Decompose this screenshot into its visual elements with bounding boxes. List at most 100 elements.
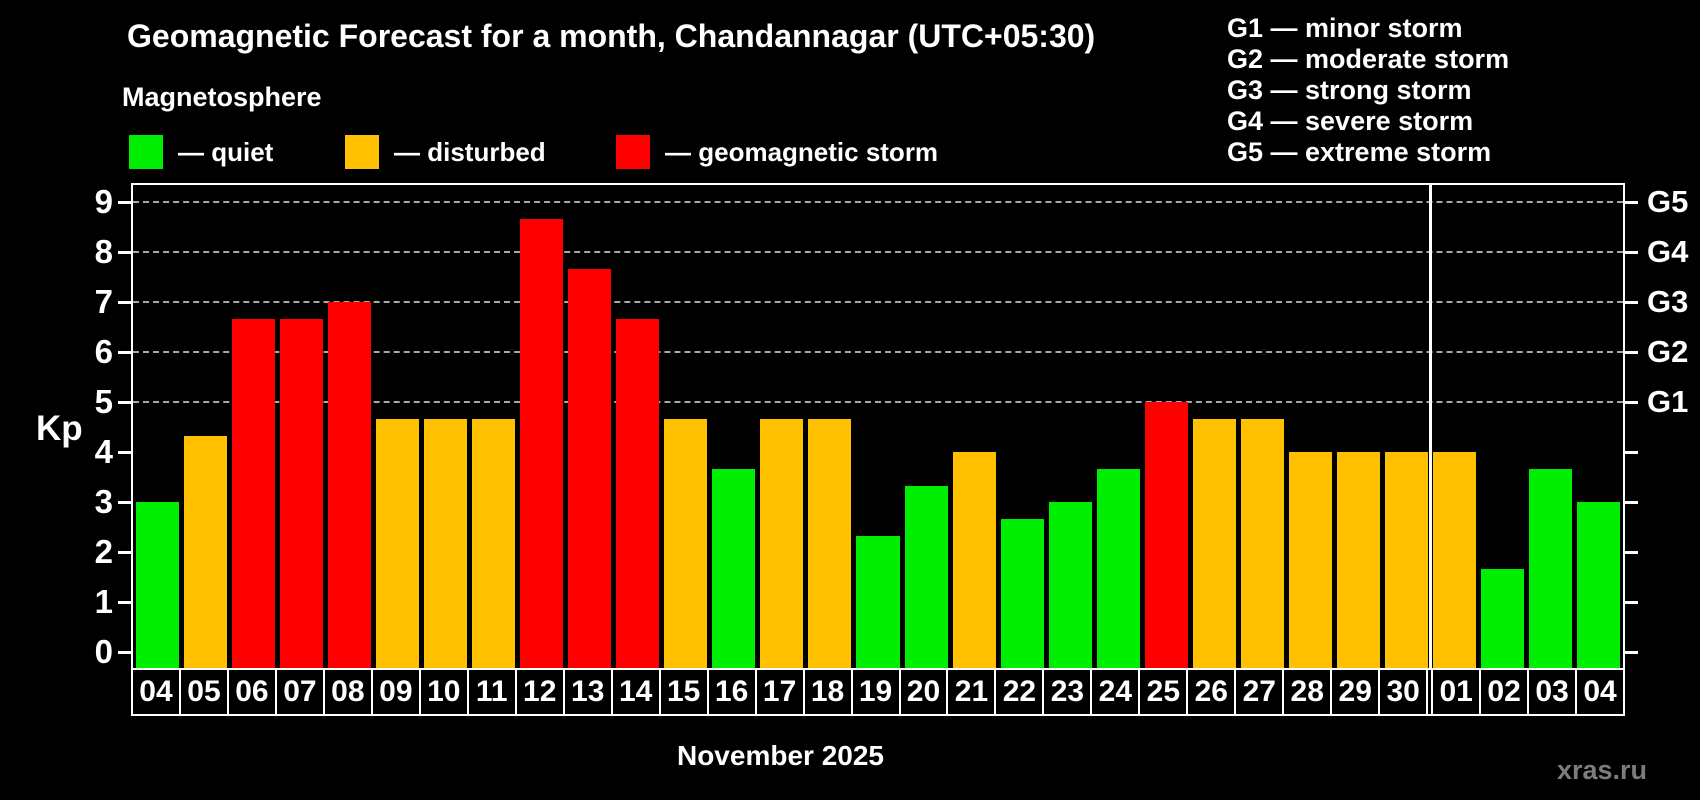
y-axis-title: Kp: [36, 409, 83, 448]
kp-bar-nov-23: [1048, 502, 1092, 668]
gridline-kp8: [133, 251, 1623, 253]
gridline-kp9: [133, 201, 1623, 203]
y-tick-label-2: 2: [94, 533, 113, 570]
y-tick-left-9: [118, 200, 131, 204]
date-label-nov-08: 08: [325, 670, 373, 714]
kp-bar-nov-21: [952, 452, 996, 668]
gridline-kp6: [133, 351, 1623, 353]
y-tick-right-6: [1625, 350, 1638, 354]
y-tick-right-9: [1625, 200, 1638, 204]
legend-label-disturbed: — disturbed: [394, 137, 546, 167]
date-label-nov-20: 20: [901, 670, 949, 714]
y-tick-right-8: [1625, 250, 1638, 254]
date-label-dec-03: 03: [1529, 670, 1578, 714]
date-label-nov-16: 16: [709, 670, 757, 714]
legend-swatch-quiet: [129, 135, 163, 169]
y-tick-left-8: [118, 250, 131, 254]
gridline-kp7: [133, 301, 1623, 303]
kp-bar-nov-16: [712, 468, 756, 668]
g-scale-line-2: G2 — moderate storm: [1227, 44, 1510, 74]
date-label-nov-10: 10: [421, 670, 469, 714]
g-scale-legend: G1 — minor storm G2 — moderate storm G3 — …: [1227, 13, 1509, 168]
watermark: xras.ru: [1556, 755, 1647, 785]
date-label-nov-29: 29: [1332, 670, 1381, 714]
date-label-nov-18: 18: [805, 670, 853, 714]
y-tick-right-4: [1625, 450, 1638, 454]
g-axis-label-g3: G3: [1647, 284, 1689, 319]
date-label-nov-06: 06: [229, 670, 277, 714]
kp-bar-nov-27: [1240, 418, 1285, 668]
legend-label-storm: — geomagnetic storm: [665, 137, 939, 167]
y-tick-left-2: [118, 550, 131, 554]
kp-bar-nov-28: [1289, 452, 1333, 668]
date-label-nov-24: 24: [1092, 670, 1141, 714]
date-label-nov-25: 25: [1140, 670, 1189, 714]
y-tick-right-2: [1625, 550, 1638, 554]
kp-bar-nov-29: [1337, 452, 1381, 668]
date-label-dec-01: 01: [1431, 670, 1482, 714]
kp-bar-nov-05: [183, 435, 227, 668]
kp-bar-nov-26: [1192, 418, 1236, 668]
date-label-nov-09: 09: [373, 670, 421, 714]
kp-bar-nov-20: [904, 485, 948, 668]
date-axis: 04 05 06 07 08 09 10 11 12 13 14 15 16 17 18 19 20 21 22 23…: [131, 668, 1625, 716]
y-tick-right-7: [1625, 300, 1638, 304]
y-tick-right-3: [1625, 500, 1638, 504]
kp-bar-dec-01: [1433, 452, 1477, 668]
kp-bar-dec-03: [1529, 468, 1573, 668]
y-tick-right-5: [1625, 400, 1638, 404]
date-label-nov-05: 05: [181, 670, 229, 714]
y-tick-left-3: [118, 500, 131, 504]
plot-area: [131, 183, 1625, 668]
y-tick-label-7: 7: [94, 283, 113, 320]
y-tick-right-0: [1625, 650, 1638, 654]
kp-bar-nov-13: [568, 268, 612, 668]
y-tick-left-5: [118, 400, 131, 404]
date-label-nov-07: 07: [277, 670, 325, 714]
kp-bar-nov-25: [1144, 402, 1188, 668]
kp-bar-nov-11: [471, 418, 515, 668]
date-label-nov-11: 11: [469, 670, 517, 714]
date-label-nov-26: 26: [1188, 670, 1237, 714]
kp-bar-nov-04: [135, 502, 179, 668]
kp-bar-nov-17: [760, 418, 804, 668]
date-label-nov-27: 27: [1236, 670, 1285, 714]
kp-bar-nov-22: [1000, 518, 1044, 668]
legend-swatch-disturbed: [345, 135, 379, 169]
month-caption: November 2025: [676, 740, 884, 771]
g-axis-label-g5: G5: [1647, 184, 1689, 219]
legend-item-storm: — geomagnetic storm: [616, 135, 938, 169]
gridline-kp5: [133, 401, 1623, 403]
date-label-nov-19: 19: [853, 670, 901, 714]
kp-bar-dec-04: [1577, 502, 1621, 668]
y-tick-label-3: 3: [94, 483, 113, 520]
y-tick-label-6: 6: [94, 333, 113, 370]
g-scale-line-1: G1 — minor storm: [1227, 13, 1463, 43]
kp-bar-nov-10: [423, 418, 467, 668]
y-tick-right-1: [1625, 600, 1638, 604]
g-axis-label-g1: G1: [1647, 384, 1689, 419]
g-scale-line-3: G3 — strong storm: [1227, 75, 1472, 105]
date-label-nov-21: 21: [948, 670, 997, 714]
y-tick-left-6: [118, 350, 131, 354]
date-label-nov-30: 30: [1380, 670, 1429, 714]
kp-bar-nov-09: [375, 418, 419, 668]
kp-bar-nov-18: [808, 418, 852, 668]
y-tick-left-0: [118, 650, 131, 654]
chart-subtitle: Magnetosphere: [122, 82, 322, 112]
kp-bar-dec-02: [1481, 568, 1525, 668]
kp-bar-nov-15: [664, 418, 708, 668]
date-label-nov-22: 22: [996, 670, 1045, 714]
kp-bar-nov-06: [231, 318, 275, 668]
g-scale-line-4: G4 — severe storm: [1227, 106, 1474, 136]
legend-label-quiet: — quiet: [178, 137, 274, 167]
y-tick-label-0: 0: [94, 633, 113, 670]
y-tick-left-1: [118, 600, 131, 604]
date-label-nov-12: 12: [517, 670, 565, 714]
status-legend: — quiet — disturbed — geomagnetic storm: [0, 135, 1700, 171]
legend-swatch-storm: [616, 135, 650, 169]
kp-bar-nov-19: [856, 535, 900, 668]
g-scale-line-5: G5 — extreme storm: [1227, 137, 1492, 167]
legend-item-disturbed: — disturbed: [345, 135, 546, 169]
y-tick-label-1: 1: [94, 583, 113, 620]
